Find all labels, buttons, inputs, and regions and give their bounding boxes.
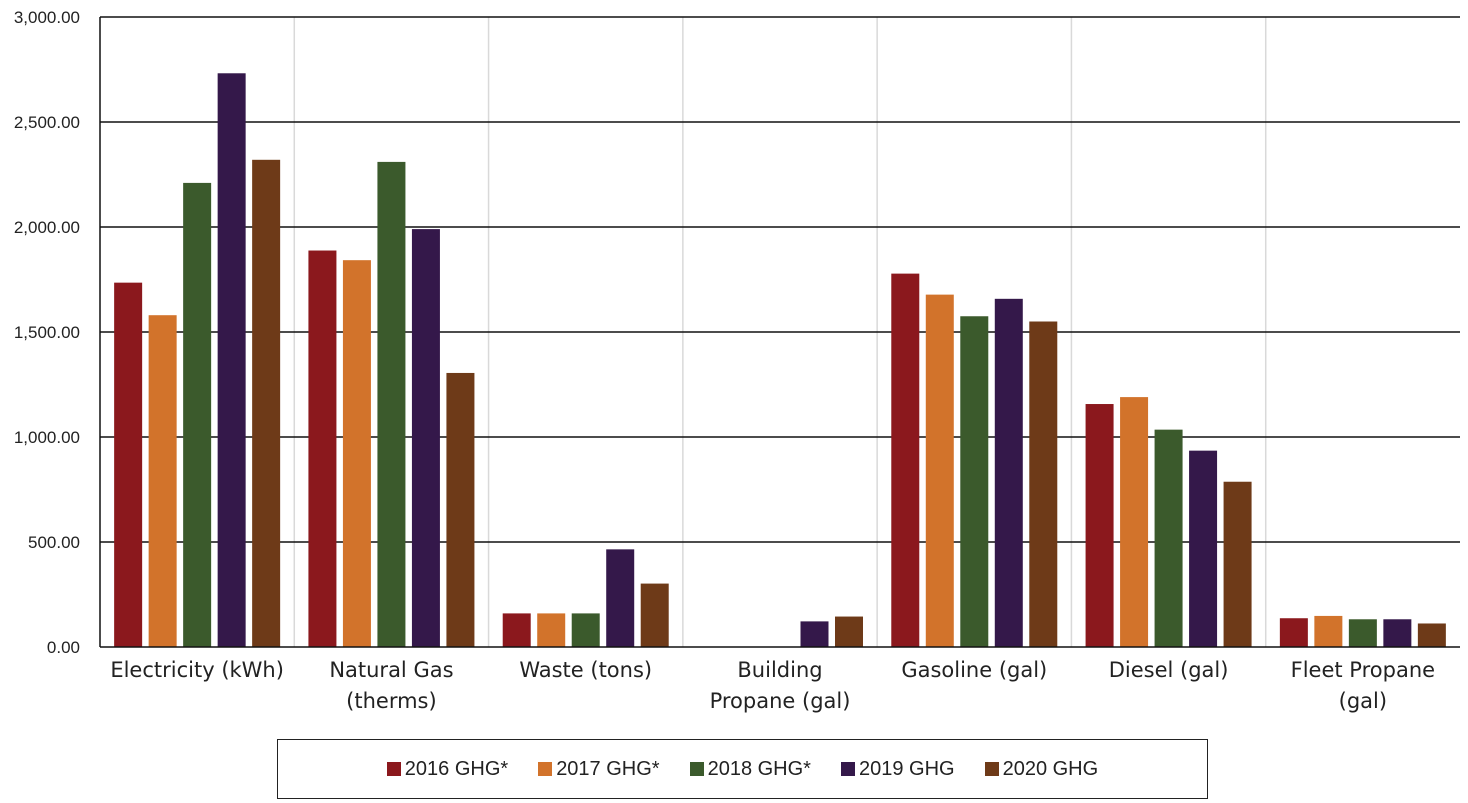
- bar: [606, 549, 635, 647]
- legend-label: 2018 GHG*: [707, 757, 811, 780]
- legend-label: 2020 GHG: [1002, 757, 1099, 780]
- bar: [411, 229, 440, 647]
- bar: [994, 298, 1023, 647]
- bar: [114, 282, 143, 647]
- legend-label: 2016 GHG*: [404, 757, 509, 780]
- legend-swatch: [386, 762, 401, 776]
- bar: [1383, 619, 1412, 647]
- y-tick-label: 3,000.00: [14, 8, 80, 27]
- bar: [1417, 623, 1446, 647]
- bar: [377, 161, 406, 647]
- bar: [1029, 321, 1058, 647]
- category-label: Natural Gas (therms): [329, 658, 453, 713]
- y-tick-label: 500.00: [28, 533, 80, 552]
- bar: [446, 372, 475, 647]
- bar: [925, 294, 954, 647]
- legend-item: 2018 GHG*: [689, 757, 811, 781]
- y-tick-label: 2,500.00: [14, 113, 80, 132]
- legend-swatch: [840, 762, 855, 776]
- category-label: Fleet Propane (gal): [1291, 658, 1435, 713]
- legend-label: 2017 GHG*: [556, 757, 660, 780]
- legend: 2016 GHG* 2017 GHG* 2018 GHG* 2019 GHG 2020 …: [277, 739, 1208, 799]
- bar: [1279, 618, 1308, 647]
- legend-item: 2020 GHG: [984, 757, 1099, 781]
- legend-swatch: [984, 762, 999, 776]
- bar: [891, 273, 920, 647]
- y-tick-label: 2,000.00: [14, 218, 80, 237]
- bar: [502, 613, 531, 647]
- bar: [1189, 450, 1218, 647]
- category-label: Gasoline (gal): [901, 658, 1047, 682]
- category-label: Electricity (kWh): [110, 658, 284, 682]
- bar: [537, 613, 566, 647]
- y-tick-label: 1,000.00: [14, 428, 80, 447]
- bar: [835, 616, 863, 647]
- y-tick-label: 0.00: [47, 638, 80, 657]
- legend-item: 2019 GHG: [840, 757, 955, 781]
- legend-item: 2017 GHG*: [538, 757, 660, 781]
- legend-swatch: [689, 762, 704, 776]
- bar: [342, 260, 371, 647]
- bar: [640, 583, 669, 647]
- bar: [252, 159, 281, 648]
- bar: [1154, 429, 1183, 647]
- bar: [148, 315, 177, 647]
- legend-item: 2016 GHG*: [386, 757, 509, 781]
- bar: [1120, 397, 1149, 647]
- category-label: Waste (tons): [519, 658, 652, 682]
- bar: [571, 613, 600, 647]
- bar: [1085, 404, 1114, 647]
- legend-label: 2019 GHG: [858, 757, 955, 780]
- bar-chart: 0.00 500.00 1,000.00 1,500.00 2,000.00 2,500.…: [14, 8, 1460, 713]
- bar: [183, 182, 212, 647]
- bar: [308, 250, 337, 647]
- y-tick-label: 1,500.00: [14, 323, 80, 342]
- bar: [1314, 615, 1343, 647]
- bar: [217, 73, 246, 647]
- category-label: Building Propane (gal): [710, 658, 851, 713]
- category-label: Diesel (gal): [1109, 658, 1229, 682]
- bar: [1348, 619, 1377, 647]
- legend-swatch: [538, 762, 553, 776]
- bar: [1223, 481, 1252, 647]
- bar: [960, 316, 989, 647]
- bar: [800, 621, 829, 647]
